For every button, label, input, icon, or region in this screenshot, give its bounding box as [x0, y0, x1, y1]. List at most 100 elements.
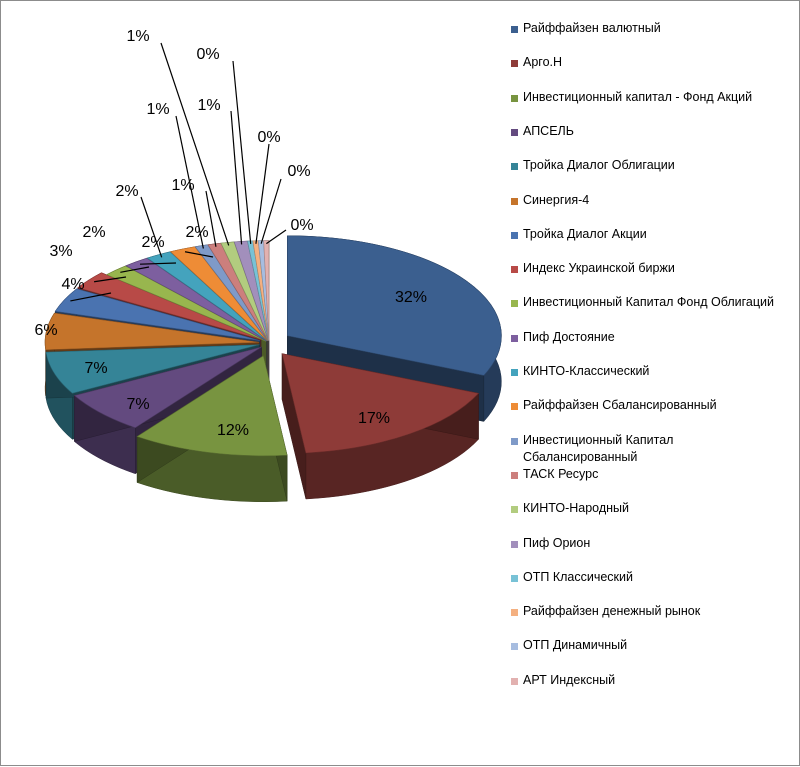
leader-line	[70, 292, 112, 302]
legend-item: АПСЕЛЬ	[511, 123, 788, 140]
pie-slice	[281, 353, 480, 454]
data-label: 1%	[126, 28, 149, 45]
data-label: 0%	[257, 129, 280, 146]
legend-item: Арго.Н	[511, 54, 788, 71]
legend-label: Пиф Достояние	[523, 329, 615, 344]
legend-label: КИНТО-Народный	[523, 501, 630, 516]
pie-slice	[45, 344, 260, 394]
data-label: 2%	[141, 234, 164, 251]
data-label: 6%	[34, 322, 57, 339]
legend-label: Арго.Н	[523, 55, 563, 70]
legend-swatch	[511, 334, 518, 342]
legend-label: Индекс Украинской биржи	[523, 261, 675, 276]
pie-slice	[287, 235, 502, 376]
legend-label: Синергия-4	[523, 192, 590, 207]
legend-swatch	[511, 300, 518, 308]
data-label: 1%	[171, 177, 194, 194]
legend-label: Тройка Диалог Акции	[523, 226, 647, 241]
legend-swatch	[511, 26, 518, 33]
legend-item: Пиф Достояние	[511, 329, 788, 346]
leader-line	[266, 229, 287, 245]
legend-label: Инвестиционный Капитал Фонд Облигаций	[523, 295, 775, 310]
legend-label: АРТ Индексный	[523, 672, 616, 687]
data-label: 32%	[395, 289, 427, 306]
legend-item: КИНТО-Классический	[511, 363, 788, 380]
pie-slice	[44, 312, 260, 351]
legend-item: Синергия-4	[511, 192, 788, 209]
legend-item: Индекс Украинской биржи	[511, 260, 788, 277]
pie-slice	[169, 246, 268, 342]
leader-line	[120, 266, 150, 273]
data-label: 12%	[217, 422, 249, 439]
legend-swatch	[511, 437, 518, 445]
data-label: 0%	[287, 163, 310, 180]
legend-swatch	[511, 369, 518, 376]
legend-label: ОТП Динамичный	[523, 638, 628, 653]
leader-line	[160, 42, 230, 246]
legend-label: Инвестиционный Капитал Сбалансированный	[523, 432, 674, 464]
legend-swatch	[511, 643, 518, 651]
leader-line	[93, 276, 127, 283]
pie-slice	[77, 272, 262, 340]
legend-item: КИНТО-Народный	[511, 500, 788, 517]
legend-label: Райффайзен Сбалансированный	[523, 398, 717, 413]
legend-item: ОТП Классический	[511, 569, 788, 586]
legend-label: Райффайзен денежный рынок	[523, 604, 701, 619]
leader-line	[175, 115, 204, 249]
legend-label: Инвестиционный капитал - Фонд Акций	[523, 89, 753, 104]
legend-item: АРТ Индексный	[511, 672, 788, 689]
legend-label: ТАСК Ресурс	[523, 466, 599, 481]
legend-item: Райффайзен Сбалансированный	[511, 397, 788, 414]
legend-swatch	[511, 231, 518, 239]
legend-item: Инвестиционный Капитал Фонд Облигаций	[511, 294, 788, 311]
data-label: 4%	[61, 276, 84, 293]
data-label: 7%	[84, 360, 107, 377]
pie-slice	[73, 346, 262, 429]
legend-label: КИНТО-Классический	[523, 364, 650, 378]
pie-slice	[125, 257, 267, 342]
leader-line	[184, 251, 214, 258]
leader-line	[205, 190, 217, 247]
data-label: 1%	[197, 97, 220, 114]
pie-slice	[263, 240, 270, 341]
legend-swatch	[511, 94, 518, 102]
legend-label: Тройка Диалог Облигации	[523, 158, 675, 173]
legend-label: Пиф Орион	[523, 535, 591, 550]
legend-item: Тройка Диалог Акции	[511, 226, 788, 243]
legend-swatch	[511, 506, 518, 514]
pie-slice	[54, 288, 260, 341]
data-label: 0%	[290, 217, 313, 234]
data-label: 0%	[196, 46, 219, 63]
data-label: 1%	[146, 101, 169, 118]
legend-item: ОТП Динамичный	[511, 637, 788, 654]
data-label: 2%	[82, 224, 105, 241]
data-label: 7%	[126, 396, 149, 413]
leader-line	[232, 60, 252, 245]
pie-slice	[146, 251, 268, 342]
legend-swatch	[511, 163, 518, 171]
legend-swatch	[511, 574, 518, 582]
legend-swatch	[511, 403, 518, 411]
legend-swatch	[511, 60, 518, 68]
legend-item: ТАСК Ресурс	[511, 466, 788, 483]
legend-swatch	[511, 266, 518, 274]
legend-swatch	[511, 128, 518, 136]
pie-slice	[105, 265, 267, 342]
legend-swatch	[511, 540, 518, 548]
legend-swatch	[511, 609, 518, 617]
pie-slice	[136, 355, 288, 457]
data-label: 3%	[49, 243, 72, 260]
data-label: 17%	[358, 410, 390, 427]
data-label: 2%	[115, 183, 138, 200]
legend-item: Райффайзен валютный	[511, 20, 788, 37]
legend-label: Райффайзен валютный	[523, 21, 661, 35]
legend-swatch	[511, 471, 518, 479]
legend-item: Инвестиционный капитал - Фонд Акций	[511, 89, 788, 106]
leader-line	[140, 262, 177, 265]
data-label: 2%	[185, 224, 208, 241]
legend-item: Инвестиционный Капитал Сбалансированный	[511, 432, 788, 466]
leader-line	[255, 143, 270, 244]
legend-label: ОТП Классический	[523, 569, 633, 584]
legend-item: Тройка Диалог Облигации	[511, 157, 788, 174]
